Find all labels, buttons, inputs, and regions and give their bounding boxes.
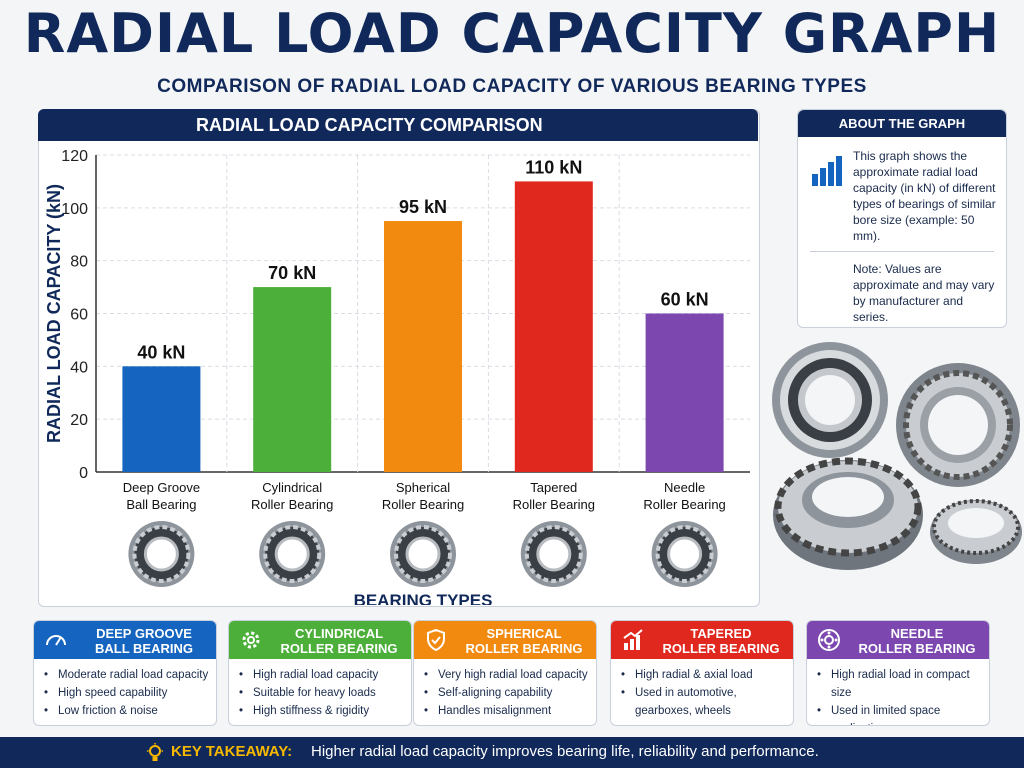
about-panel: ABOUT THE GRAPH This graph shows the app… xyxy=(797,109,1007,328)
card-point: Moderate radial load capacity xyxy=(44,666,216,684)
card-point: High speed capability xyxy=(44,684,216,702)
card-title-line1: CYLINDRICAL xyxy=(294,626,384,641)
card-point: Suitable for heavy loads xyxy=(239,684,411,702)
chart-title: RADIAL LOAD CAPACITY COMPARISON xyxy=(196,115,543,135)
card-point: Low friction & noise xyxy=(44,702,216,720)
card-title-line2: ROLLER BEARING xyxy=(858,641,976,656)
bar-value-label: 95 kN xyxy=(399,197,447,217)
y-tick-label: 100 xyxy=(61,201,88,218)
bar-value-label: 70 kN xyxy=(268,263,316,283)
tapered-roller-photo xyxy=(896,363,1020,487)
bar-value-label: 40 kN xyxy=(137,342,185,362)
card-point: Self-aligning capability xyxy=(424,684,596,702)
x-tick-label: Roller Bearing xyxy=(643,497,725,512)
card-title-line1: DEEP GROOVE xyxy=(96,626,192,641)
x-tick-label: Roller Bearing xyxy=(382,497,464,512)
card-point: High radial & axial load xyxy=(621,666,793,684)
y-tick-label: 60 xyxy=(70,307,88,324)
card-needle: NEEDLE ROLLER BEARING High radial load i… xyxy=(806,620,990,726)
bar-chart-icon xyxy=(812,156,842,186)
card-deep-groove: DEEP GROOVE BALL BEARING Moderate radial… xyxy=(33,620,217,726)
key-takeaway-bar xyxy=(0,737,1024,768)
card-title-line1: TAPERED xyxy=(690,626,752,641)
x-tick-label: Spherical xyxy=(396,480,450,495)
cylindrical-roller-photo xyxy=(773,457,923,570)
card-points: Moderate radial load capacity High speed… xyxy=(34,659,216,720)
bar xyxy=(253,287,332,472)
ball-bearing-photo xyxy=(772,342,888,458)
bar-value-label: 110 kN xyxy=(525,157,582,177)
card-point: High stiffness & rigidity xyxy=(239,702,411,720)
needle-roller-photo xyxy=(930,499,1022,564)
key-takeaway-label: KEY TAKEAWAY: xyxy=(171,743,293,760)
card-point: High radial load in compact size xyxy=(817,666,989,702)
x-tick-label: Roller Bearing xyxy=(251,497,333,512)
card-title-line2: ROLLER BEARING xyxy=(465,641,583,656)
card-points: High radial load capacity Suitable for h… xyxy=(229,659,411,720)
x-axis-label: BEARING TYPES xyxy=(354,591,493,605)
bearings-photo xyxy=(772,342,1022,570)
card-points: Very high radial load capacity Self-alig… xyxy=(414,659,596,720)
bar-value-label: 60 kN xyxy=(661,290,709,310)
card-tapered: TAPERED ROLLER BEARING High radial & axi… xyxy=(610,620,794,726)
about-heading: ABOUT THE GRAPH xyxy=(798,110,1006,137)
bar xyxy=(122,366,201,472)
bearing-thumbnail-bore xyxy=(405,536,441,572)
y-axis-label: RADIAL LOAD CAPACITY (kN) xyxy=(44,184,64,443)
bar-chart: 0 20 40 60 80 100 120 RADIAL LOAD CAPACITY (kN)… xyxy=(44,148,750,605)
bar xyxy=(514,181,593,472)
key-takeaway-text: Higher radial load capacity improves bea… xyxy=(311,743,819,760)
x-tick-label: Needle xyxy=(664,480,705,495)
card-point: Very high radial load capacity xyxy=(424,666,596,684)
card-point: Used in limited space applications xyxy=(817,702,989,725)
card-title-line1: NEEDLE xyxy=(890,626,944,641)
page-subtitle: COMPARISON OF RADIAL LOAD CAPACITY OF VA… xyxy=(157,76,867,97)
about-text: This graph shows the approximate radial … xyxy=(853,149,996,243)
x-tick-label: Cylindrical xyxy=(262,480,322,495)
chart-header: RADIAL LOAD CAPACITY COMPARISON xyxy=(38,109,758,141)
page-title: RADIAL LOAD CAPACITY GRAPH xyxy=(23,2,1001,65)
y-tick-label: 40 xyxy=(70,359,88,376)
y-tick-label: 80 xyxy=(70,254,88,271)
bar xyxy=(384,221,462,472)
card-title-line2: ROLLER BEARING xyxy=(662,641,780,656)
about-divider xyxy=(810,251,994,252)
gear-icon xyxy=(242,631,260,649)
card-header: CYLINDRICAL ROLLER BEARING xyxy=(229,621,411,659)
lightbulb-icon xyxy=(147,743,163,761)
x-tick-label: Ball Bearing xyxy=(126,497,196,512)
x-tick-label: Deep Groove xyxy=(123,480,200,495)
y-tick-label: 0 xyxy=(79,465,88,482)
card-point: High radial load capacity xyxy=(239,666,411,684)
y-tick-label: 20 xyxy=(70,412,88,429)
y-tick-label: 120 xyxy=(61,148,88,165)
card-title-line1: SPHERICAL xyxy=(486,626,562,641)
gauge-icon xyxy=(46,635,66,646)
card-header: TAPERED ROLLER BEARING xyxy=(611,621,793,659)
card-title-line2: ROLLER BEARING xyxy=(280,641,398,656)
x-tick-label: Tapered xyxy=(530,480,577,495)
card-header: NEEDLE ROLLER BEARING xyxy=(807,621,989,659)
x-tick-label: Roller Bearing xyxy=(513,497,595,512)
bearing-thumbnail-bore xyxy=(667,536,703,572)
card-spherical: SPHERICAL ROLLER BEARING Very high radia… xyxy=(413,620,597,726)
bearing-icon xyxy=(818,629,840,651)
card-header: SPHERICAL ROLLER BEARING xyxy=(414,621,596,659)
bearing-thumbnail-bore xyxy=(274,536,310,572)
card-point: Used in automotive, gearboxes, wheels xyxy=(621,684,793,720)
card-points: High radial & axial load Used in automot… xyxy=(611,659,793,720)
card-point: Handles misalignment xyxy=(424,702,596,720)
bearing-thumbnail-bore xyxy=(536,536,572,572)
card-points: High radial load in compact size Used in… xyxy=(807,659,989,725)
bearing-thumbnail-bore xyxy=(143,536,179,572)
about-note: Note: Values are approximate and may var… xyxy=(853,262,995,324)
card-header: DEEP GROOVE BALL BEARING xyxy=(34,621,216,659)
trend-up-icon xyxy=(623,629,643,650)
card-cylindrical: CYLINDRICAL ROLLER BEARING High radial l… xyxy=(228,620,412,726)
shield-icon xyxy=(427,628,445,652)
bar xyxy=(645,313,724,472)
card-title-line2: BALL BEARING xyxy=(95,641,193,656)
